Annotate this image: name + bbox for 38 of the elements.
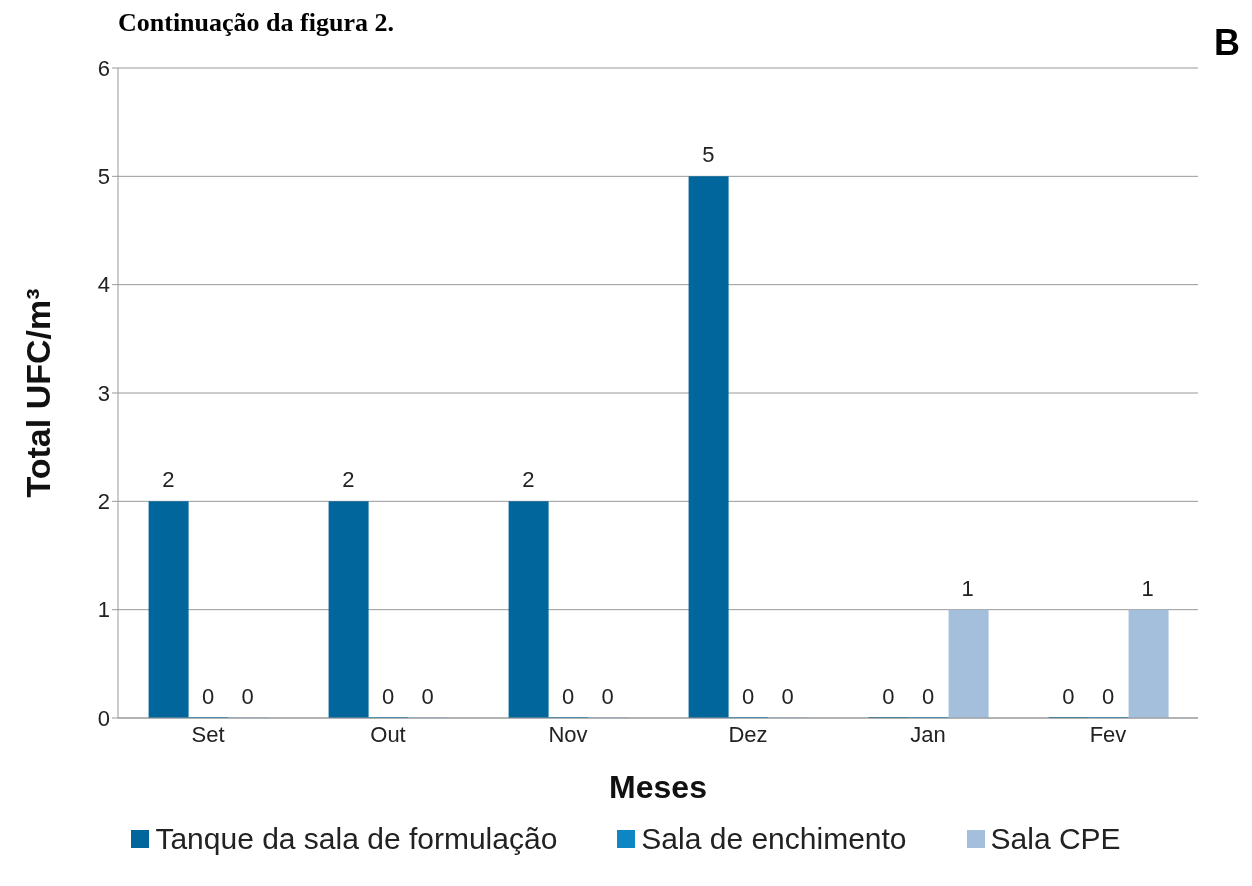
y-tick-label: 1 <box>97 597 110 623</box>
chart-title: Continuação da figura 2. <box>118 8 394 37</box>
data-label: 2 <box>522 467 535 493</box>
data-label: 0 <box>741 684 755 709</box>
legend-label: Sala de enchimento <box>641 822 907 856</box>
legend-label: Tanque da sala de formulação <box>155 822 558 856</box>
data-label: 0 <box>421 684 434 709</box>
x-tick-label: Out <box>370 721 406 747</box>
y-tick-label: 0 <box>97 705 110 731</box>
data-label: 0 <box>781 684 794 709</box>
data-label: 0 <box>921 684 935 709</box>
x-tick-label: Set <box>191 721 225 747</box>
x-tick-label: Fev <box>1089 721 1127 747</box>
data-label: 0 <box>601 684 614 709</box>
x-axis-title: Meses <box>609 769 707 805</box>
y-tick-label: 3 <box>97 380 110 406</box>
data-label: 1 <box>1141 575 1154 601</box>
data-label: 0 <box>882 684 895 709</box>
data-label: 2 <box>342 467 355 493</box>
data-label: 0 <box>241 684 254 709</box>
data-label: 5 <box>702 142 715 168</box>
x-tick-label: Dez <box>728 721 768 747</box>
data-label: 0 <box>1062 684 1075 709</box>
text: B <box>1214 22 1240 64</box>
y-tick-label: 5 <box>97 164 110 190</box>
data-label: 0 <box>381 684 395 709</box>
y-tick-label: 4 <box>97 272 110 298</box>
data-label: 0 <box>561 684 575 709</box>
data-label: 2 <box>162 467 175 493</box>
data-label: 0 <box>201 684 215 709</box>
y-tick-label: 2 <box>97 489 110 515</box>
x-tick-label: Jan <box>910 721 946 747</box>
y-axis-title: Total UFC/m³ <box>19 288 58 498</box>
data-label: 0 <box>1101 684 1115 709</box>
y-tick-label: 6 <box>97 55 110 81</box>
legend-label: Sala CPE <box>990 822 1121 856</box>
x-tick-label: Nov <box>548 721 588 747</box>
data-label: 1 <box>961 575 974 601</box>
